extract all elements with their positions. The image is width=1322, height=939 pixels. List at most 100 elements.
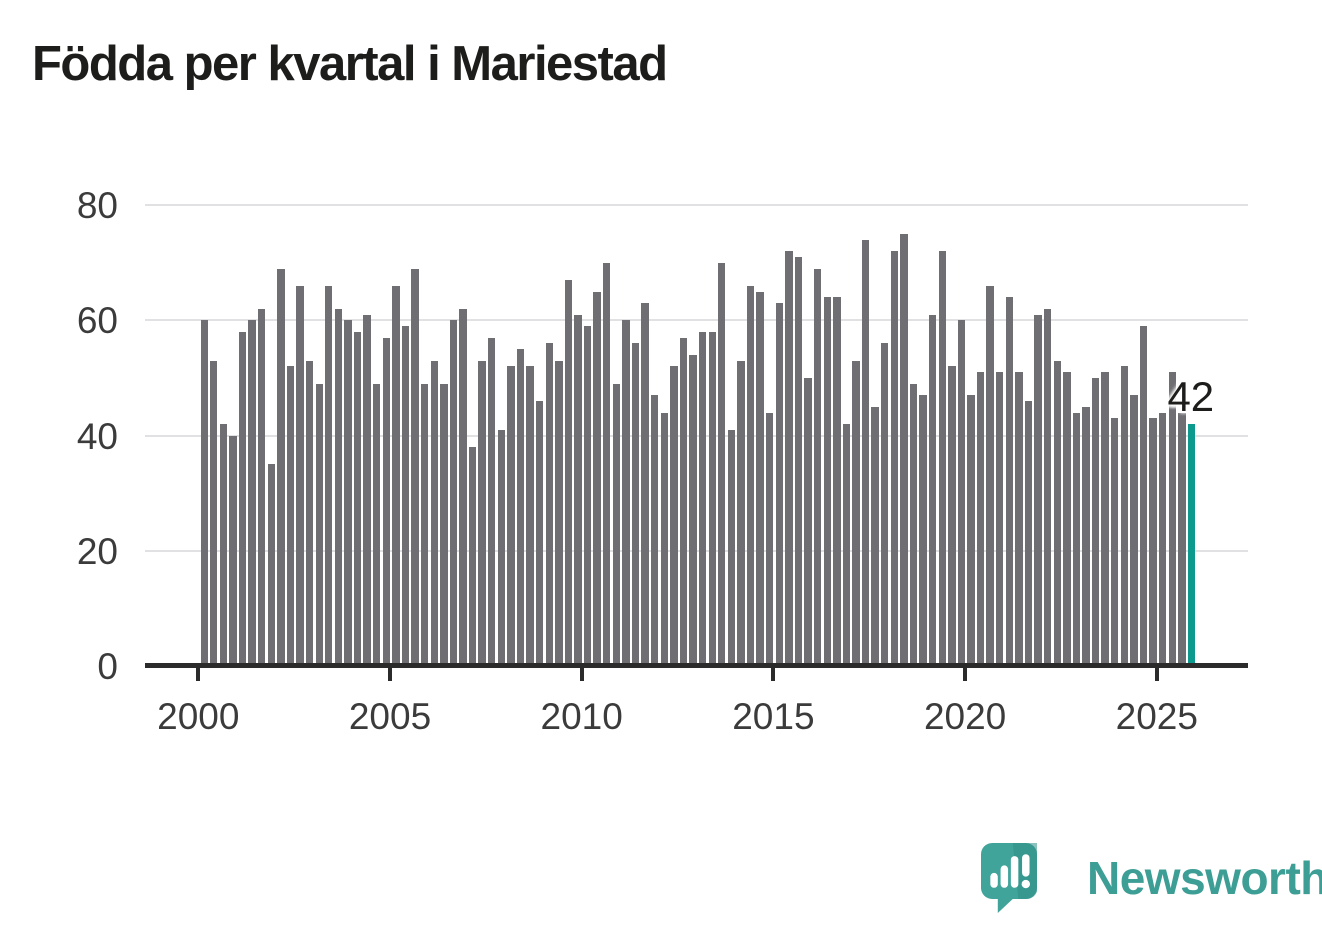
bar-2000-q4: [229, 435, 237, 666]
bar-2023-q4: [1111, 418, 1119, 666]
bar-2022-q4: [1072, 412, 1081, 666]
bar-2002-q2: [286, 366, 295, 666]
bar-2008-q3: [526, 366, 534, 666]
bar-2000-q1: [200, 320, 208, 666]
bar-2004-q2: [363, 314, 371, 666]
bar-2016-q4: [842, 424, 851, 666]
bar-2010-q1: [583, 326, 592, 666]
bar-2024-q3: [1139, 326, 1148, 666]
bar-2012-q1: [660, 412, 668, 666]
bar-2016-q1: [813, 268, 822, 666]
bar-2006-q4: [459, 308, 467, 666]
bar-2006-q3: [449, 320, 458, 666]
bar-2025-q3: [1178, 412, 1186, 666]
bar-2006-q2: [440, 383, 448, 666]
bar-2001-q1: [238, 331, 247, 666]
bar-2018-q2: [900, 234, 908, 666]
bar-2013-q3: [718, 262, 726, 666]
bar-2003-q4: [344, 320, 352, 666]
bar-2005-q2: [401, 326, 410, 666]
bar-2004-q4: [382, 337, 390, 666]
bar-2003-q1: [315, 383, 323, 666]
bar-2010-q2: [593, 291, 601, 666]
gridline-y80: [145, 204, 1248, 207]
bar-2019-q3: [948, 366, 956, 666]
bar-2007-q4: [497, 429, 506, 666]
bar-2022-q2: [1053, 360, 1061, 666]
bar-2018-q3: [909, 383, 918, 666]
bar-2009-q1: [545, 343, 553, 666]
bar-2007-q3: [488, 337, 496, 666]
bar-2017-q3: [871, 406, 879, 666]
bar-2024-q1: [1120, 366, 1129, 666]
bar-2013-q2: [708, 331, 716, 666]
page-title: Födda per kvartal i Mariestad: [32, 37, 668, 91]
bar-2007-q1: [468, 447, 477, 666]
newsworthy-logo-text: Newsworthy: [1087, 852, 1322, 904]
bar-2003-q3: [334, 308, 343, 666]
bar-2002-q1: [277, 268, 285, 666]
bar-2002-q3: [296, 285, 304, 666]
bar-2017-q1: [852, 360, 860, 666]
bar-2019-q1: [928, 314, 937, 666]
bar-2021-q1: [1005, 297, 1014, 666]
y-axis-label-20: 20: [76, 530, 118, 572]
bar-2013-q1: [698, 331, 707, 666]
bar-2010-q4: [612, 383, 621, 666]
bar-2012-q2: [670, 366, 678, 666]
bar-2011-q2: [631, 343, 640, 666]
bar-2012-q4: [689, 354, 697, 666]
bar-2004-q3: [373, 383, 381, 666]
bar-2008-q4: [535, 401, 544, 666]
bar-2009-q4: [574, 314, 582, 666]
x-axis-tick-2005: [388, 668, 392, 681]
x-axis-tick-2015: [771, 668, 776, 681]
bar-2025-q2: [1168, 372, 1176, 666]
bar-2008-q2: [516, 349, 525, 666]
bar-2001-q4: [267, 464, 275, 666]
last-bar-value-label: 42: [1167, 373, 1215, 421]
x-axis-label-2015: 2015: [732, 696, 815, 737]
bar-2005-q4: [420, 383, 429, 666]
bar-2021-q2: [1015, 372, 1023, 666]
bar-2021-q3: [1024, 401, 1033, 666]
bar-2025-q1: [1159, 412, 1167, 666]
y-axis-label-60: 60: [76, 300, 118, 342]
bar-2001-q3: [258, 308, 266, 666]
bar-2018-q1: [890, 251, 898, 666]
bar-2016-q2: [823, 297, 831, 666]
x-axis-label-2000: 2000: [157, 696, 240, 737]
bar-2011-q4: [650, 395, 659, 666]
bar-2014-q2: [746, 285, 755, 666]
bar-2015-q2: [785, 251, 793, 666]
bar-2021-q4: [1034, 314, 1042, 666]
bar-2020-q1: [967, 395, 975, 666]
bar-2024-q2: [1130, 395, 1138, 666]
bar-2016-q3: [833, 297, 841, 666]
bar-2018-q4: [919, 395, 927, 666]
y-axis-label-80: 80: [76, 185, 118, 227]
bar-2025-q4: [1187, 424, 1196, 666]
bar-2020-q4: [996, 372, 1004, 666]
bar-2000-q2: [210, 360, 218, 666]
x-axis-tick-2020: [963, 668, 968, 681]
bar-2006-q1: [430, 360, 438, 666]
bar-2011-q1: [622, 320, 630, 666]
bar-2003-q2: [325, 285, 333, 666]
y-axis-label-0: 0: [97, 646, 118, 687]
bar-2023-q2: [1091, 378, 1100, 666]
x-axis-label-2020: 2020: [923, 696, 1007, 737]
bar-2012-q3: [679, 337, 688, 666]
bar-2007-q2: [478, 360, 486, 666]
bar-2019-q2: [938, 251, 946, 666]
bar-2023-q3: [1101, 372, 1109, 666]
bar-2024-q4: [1149, 418, 1157, 666]
y-axis-label-40: 40: [76, 415, 118, 457]
bar-2008-q1: [507, 366, 515, 666]
x-axis-line: [145, 663, 1248, 668]
bar-2020-q2: [976, 372, 985, 666]
bar-2017-q2: [861, 239, 870, 666]
x-axis-tick-2010: [579, 668, 584, 681]
